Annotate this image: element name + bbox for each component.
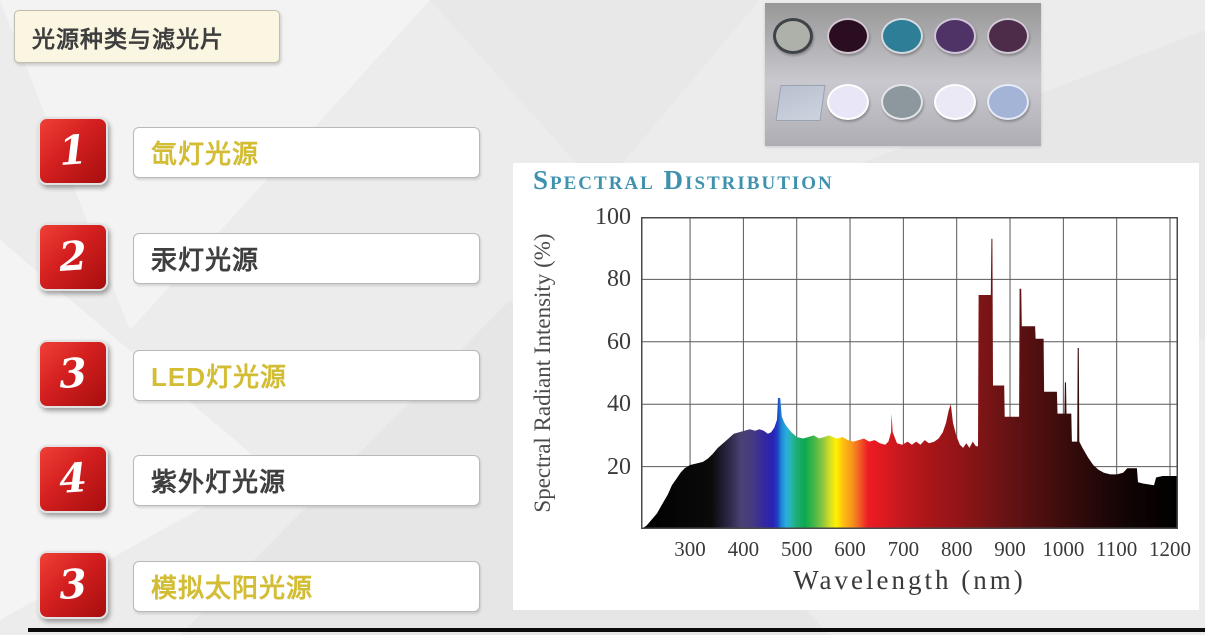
item-number-badge: 2 bbox=[38, 223, 108, 291]
item-number: 4 bbox=[57, 454, 89, 503]
item-label: 氙灯光源 bbox=[151, 139, 260, 169]
item-label: 模拟太阳光源 bbox=[151, 573, 314, 603]
y-tick-label: 80 bbox=[607, 266, 631, 293]
item-number: 3 bbox=[57, 560, 89, 609]
x-tick-label: 300 bbox=[674, 537, 706, 561]
item-number-badge: 1 bbox=[38, 117, 108, 185]
item-label: 紫外灯光源 bbox=[151, 467, 287, 497]
slide-bottom-rule bbox=[28, 628, 1205, 632]
item-label-box: 模拟太阳光源 bbox=[133, 561, 480, 612]
x-tick-label: 800 bbox=[940, 537, 973, 561]
item-number-badge: 4 bbox=[38, 445, 108, 513]
item-number-badge: 3 bbox=[38, 340, 108, 408]
x-tick-label: 700 bbox=[887, 537, 920, 561]
round-filter bbox=[934, 18, 976, 54]
round-filter bbox=[827, 18, 869, 54]
spectral-distribution-figure: Spectral Distribution Spectral Radiant I… bbox=[513, 163, 1199, 610]
x-tick-label: 900 bbox=[994, 537, 1026, 561]
x-tick-label: 400 bbox=[727, 537, 760, 561]
round-filter bbox=[987, 18, 1029, 54]
round-filter bbox=[773, 18, 813, 54]
x-tick-label: 600 bbox=[834, 537, 866, 561]
x-tick-label: 1000 bbox=[1042, 537, 1085, 561]
y-tick-label: 40 bbox=[607, 391, 631, 418]
optical-filters-photo bbox=[765, 3, 1041, 146]
x-tick-label: 1100 bbox=[1096, 537, 1138, 561]
item-label-box: LED灯光源 bbox=[133, 350, 480, 401]
slide-title-box: 光源种类与滤光片 bbox=[14, 10, 280, 63]
item-label: LED灯光源 bbox=[151, 362, 288, 392]
item-label-box: 汞灯光源 bbox=[133, 233, 480, 284]
item-label: 汞灯光源 bbox=[151, 245, 260, 275]
round-filter bbox=[881, 18, 923, 54]
item-number: 2 bbox=[57, 232, 89, 281]
y-tick-label: 100 bbox=[595, 204, 631, 230]
chart-title: Spectral Distribution bbox=[533, 165, 834, 195]
round-filter bbox=[827, 84, 869, 120]
x-tick-label: 1200 bbox=[1149, 537, 1191, 561]
item-label-box: 氙灯光源 bbox=[133, 127, 480, 178]
y-tick-label: 20 bbox=[607, 453, 631, 480]
plot-area bbox=[641, 216, 1178, 530]
item-label-box: 紫外灯光源 bbox=[133, 455, 480, 506]
round-filter bbox=[881, 84, 923, 120]
item-number-badge: 3 bbox=[38, 551, 108, 619]
x-tick-label: 500 bbox=[780, 537, 813, 561]
round-filter bbox=[934, 84, 976, 120]
slide-title: 光源种类与滤光片 bbox=[32, 25, 224, 52]
y-tick-label: 60 bbox=[607, 328, 631, 355]
round-filter bbox=[987, 84, 1029, 120]
item-number: 3 bbox=[57, 349, 89, 398]
x-axis-label: Wavelength (nm) bbox=[793, 565, 1026, 595]
item-number: 1 bbox=[57, 126, 89, 175]
y-axis-label: Spectral Radiant Intensity (%) bbox=[530, 233, 555, 513]
square-filter bbox=[775, 85, 826, 121]
